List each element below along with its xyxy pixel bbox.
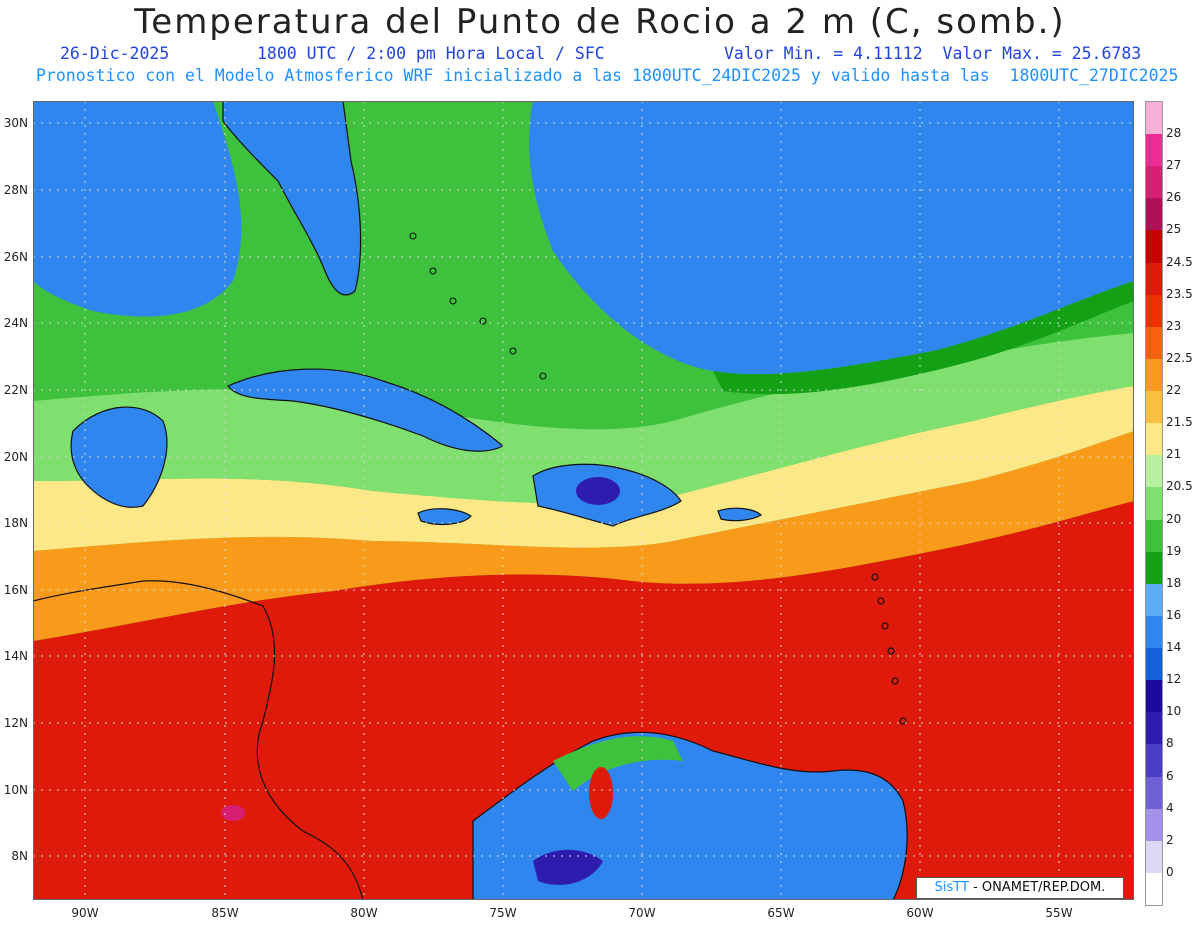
lat-label: 30N [3, 116, 28, 130]
colorbar-label: 10 [1166, 704, 1182, 719]
colorbar-swatch [1146, 198, 1162, 231]
lon-label: 80W [350, 906, 378, 920]
colorbar-swatch [1146, 680, 1162, 713]
shade-blue-northwest [33, 101, 242, 317]
colorbar-swatch [1146, 551, 1162, 585]
land-jamaica [417, 508, 472, 526]
colorbar-swatch [1146, 134, 1162, 167]
lat-label: 24N [3, 316, 28, 330]
shade-sa-green [553, 736, 683, 791]
shade-sa-purple [533, 849, 603, 885]
colorbar-label: 16 [1166, 607, 1182, 622]
colorbar-label: 28 [1166, 126, 1182, 141]
land-central-america [33, 580, 364, 900]
lat-label: 8N [11, 849, 28, 863]
colorbar-label: 22 [1166, 383, 1182, 398]
colorbar-swatch [1146, 391, 1162, 424]
colorbar-label: 19 [1166, 543, 1182, 558]
colorbar-swatch [1146, 326, 1162, 360]
shade-max-spot [221, 805, 245, 821]
shade-blue-north [529, 101, 1134, 375]
forecast-time: 1800 UTC / 2:00 pm Hora Local / SFC [257, 44, 605, 63]
colorbar-label: 24.5 [1166, 254, 1193, 269]
colorbar-label: 0 [1166, 864, 1174, 879]
min-max-values: Valor Min. = 4.11112 Valor Max. = 25.678… [724, 44, 1142, 63]
colorbar-swatch [1146, 294, 1162, 328]
colorbar-label: 20 [1166, 511, 1182, 526]
colorbar-label: 21.5 [1166, 415, 1193, 430]
shade-hispaniola-core [576, 477, 620, 505]
colorbar-label: 20.5 [1166, 479, 1193, 494]
credit-brand: SisTT [934, 880, 969, 895]
lat-label: 14N [3, 649, 28, 663]
colorbar-swatch [1146, 519, 1162, 553]
colorbar-label: 14 [1166, 640, 1182, 655]
shade-green-dark [713, 281, 1134, 395]
colorbar-swatch [1146, 455, 1162, 488]
lon-label: 65W [767, 906, 795, 920]
colorbar-label: 22.5 [1166, 350, 1193, 365]
colorbar-swatch [1146, 102, 1162, 135]
colorbar-label: 21 [1166, 447, 1182, 462]
colorbar-swatch [1146, 230, 1162, 264]
colorbar-swatch [1146, 487, 1162, 521]
shade-yellow [33, 386, 1134, 551]
colorbar-label: 2 [1166, 832, 1174, 847]
forecast-date: 26-Dic-2025 [60, 44, 170, 63]
colorbar-swatch [1146, 712, 1162, 745]
colorbar-label: 8 [1166, 736, 1174, 751]
lat-label: 22N [3, 383, 28, 397]
model-info: Pronostico con el Modelo Atmosferico WRF… [36, 66, 1179, 85]
colorbar-label: 6 [1166, 768, 1174, 783]
colorbar [1145, 101, 1163, 906]
lat-label: 28N [3, 183, 28, 197]
credit-box: SisTT - ONAMET/REP.DOM. [916, 877, 1124, 899]
colorbar-label: 4 [1166, 800, 1174, 815]
lon-label: 90W [71, 906, 99, 920]
land-cuba [227, 368, 505, 452]
land-florida [222, 101, 362, 296]
islands-bahamas [409, 232, 547, 380]
credit-org: - ONAMET/REP.DOM. [973, 880, 1106, 895]
lon-label: 85W [211, 906, 239, 920]
colorbar-label: 26 [1166, 190, 1182, 205]
colorbar-swatch [1146, 166, 1162, 199]
lon-label: 75W [489, 906, 517, 920]
colorbar-swatch [1146, 744, 1162, 777]
colorbar-swatch [1146, 776, 1162, 810]
map-title: Temperatura del Punto de Rocio a 2 m (C,… [134, 2, 1066, 42]
lat-label: 10N [3, 783, 28, 797]
colorbar-label: 25 [1166, 222, 1182, 237]
lon-label: 60W [906, 906, 934, 920]
colorbar-swatch [1146, 262, 1162, 296]
colorbar-label: 23.5 [1166, 286, 1193, 301]
colorbar-swatch [1146, 358, 1162, 392]
colorbar-swatch [1146, 808, 1162, 842]
colorbar-label: 12 [1166, 672, 1182, 687]
land-yucatan [70, 406, 168, 508]
colorbar-swatch [1146, 840, 1162, 874]
colorbar-swatch [1146, 648, 1162, 681]
colorbar-swatch [1146, 615, 1162, 649]
dewpoint-map [33, 101, 1134, 900]
lat-label: 26N [3, 250, 28, 264]
colorbar-label: 18 [1166, 575, 1182, 590]
islands-lesser-antilles [871, 573, 907, 725]
shade-maracaibo [589, 767, 613, 819]
map-gridlines [33, 101, 1134, 900]
colorbar-label: 23 [1166, 318, 1182, 333]
colorbar-swatch [1146, 872, 1162, 906]
colorbar-swatch [1146, 423, 1162, 456]
lat-label: 16N [3, 583, 28, 597]
lon-label: 70W [628, 906, 656, 920]
colorbar-swatch [1146, 583, 1162, 617]
land-puerto-rico [717, 507, 763, 522]
colorbar-label: 27 [1166, 158, 1182, 173]
lat-label: 12N [3, 716, 28, 730]
lon-label: 55W [1045, 906, 1073, 920]
lat-label: 18N [3, 516, 28, 530]
lat-label: 20N [3, 450, 28, 464]
shade-orange [33, 431, 1134, 641]
